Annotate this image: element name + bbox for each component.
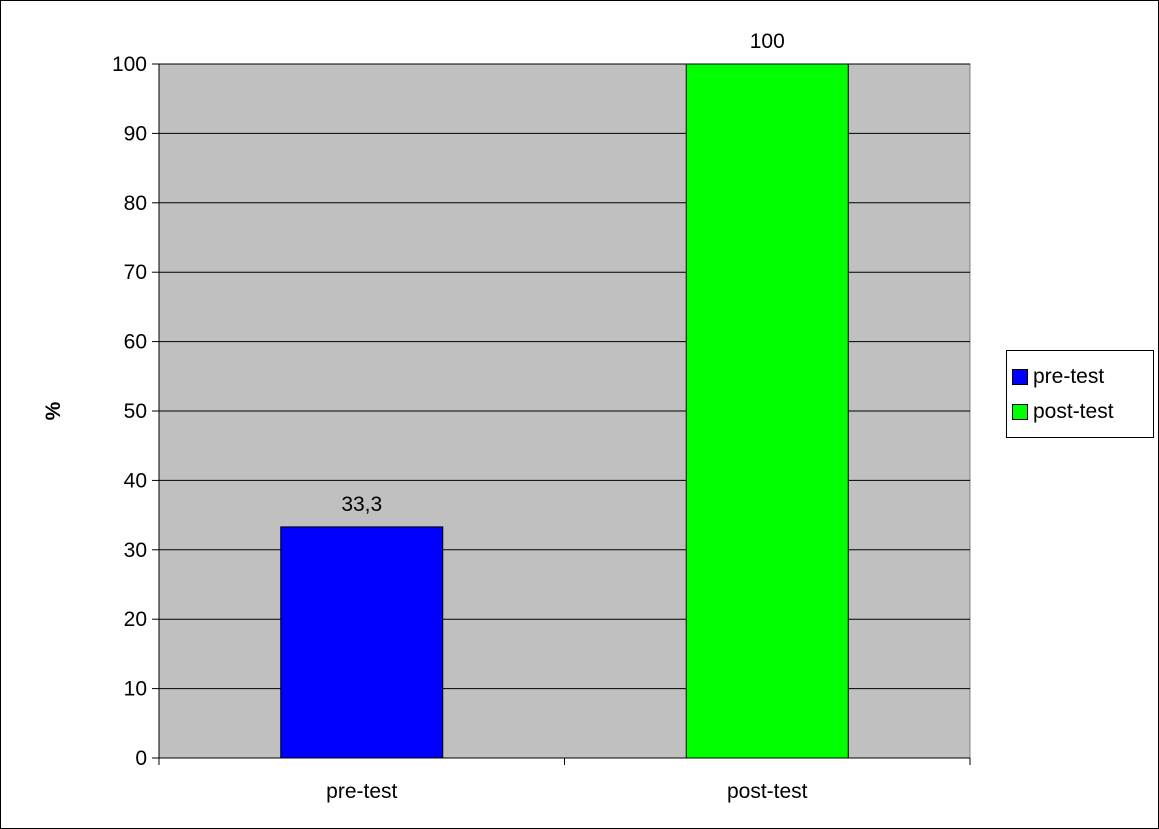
bar-pre-test	[280, 526, 444, 759]
data-label-pre-test: 33,3	[341, 493, 382, 516]
y-tick-label-60: 60	[124, 331, 147, 354]
y-tick-label-50: 50	[124, 400, 147, 423]
legend-swatch-post-test	[1012, 403, 1028, 420]
legend: pre-test post-test	[1006, 350, 1154, 438]
y-tick-label-80: 80	[124, 192, 147, 215]
y-tick-label-30: 30	[124, 539, 147, 562]
bar-post-test	[685, 63, 849, 759]
x-tick-label-pre-test: pre-test	[326, 780, 397, 803]
y-tick-label-0: 0	[135, 747, 147, 770]
legend-swatch-pre-test	[1012, 368, 1028, 385]
legend-item-pre-test: pre-test	[1012, 359, 1153, 394]
y-tick-label-100: 100	[112, 53, 147, 76]
y-tick-label-90: 90	[124, 122, 147, 145]
legend-label-pre-test: pre-test	[1033, 364, 1105, 388]
y-tick-label-70: 70	[124, 261, 147, 284]
y-tick-label-40: 40	[124, 469, 147, 492]
legend-item-post-test: post-test	[1012, 394, 1153, 429]
y-tick-label-10: 10	[124, 678, 147, 701]
y-tick-label-20: 20	[124, 608, 147, 631]
plot-area: 0 10 20 30 40 50 60 70 80 90 100 33,3 pre-test 100 pos…	[112, 30, 971, 803]
legend-label-post-test: post-test	[1033, 399, 1114, 423]
data-label-post-test: 100	[750, 30, 785, 53]
y-axis-title: %	[42, 401, 65, 420]
x-tick-label-post-test: post-test	[727, 780, 808, 803]
